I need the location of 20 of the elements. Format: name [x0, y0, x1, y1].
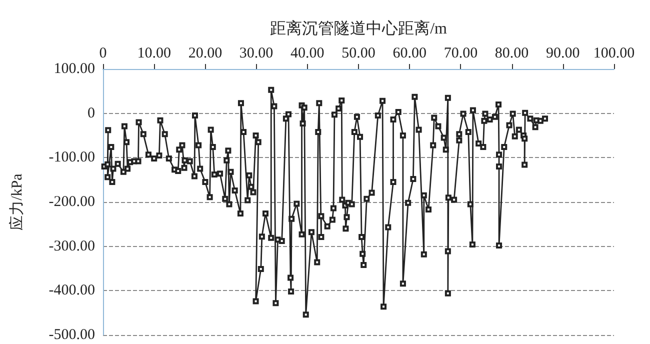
x-tick-label: 10.00: [137, 46, 171, 62]
y-tick-label: -200.00: [48, 194, 95, 210]
y-tick-label: -300.00: [48, 238, 95, 254]
x-tick-label: 0: [99, 46, 107, 62]
x-tick-label: 20.00: [188, 46, 222, 62]
x-tick-label: 70.00: [444, 46, 478, 62]
y-tick-label: -400.00: [48, 282, 95, 299]
x-tick-label: 50.00: [342, 46, 376, 62]
x-axis-title: 距离沉管隧道中心距离/m: [270, 20, 448, 38]
x-tick-label: 30.00: [239, 46, 274, 62]
x-tick-label: 60.00: [392, 46, 426, 62]
x-tick-label: 100.00: [593, 46, 635, 62]
y-tick-label: 0: [88, 105, 95, 122]
x-tick-label: 40.00: [290, 46, 324, 62]
y-tick-label: 100.00: [54, 61, 95, 77]
x-tick-label: 80.00: [494, 46, 529, 62]
y-tick-label: -500.00: [48, 327, 95, 343]
y-tick-label: -100.00: [48, 150, 95, 166]
y-axis-title: 应力/kPa: [8, 173, 26, 230]
x-tick-label: 90.00: [546, 46, 580, 62]
